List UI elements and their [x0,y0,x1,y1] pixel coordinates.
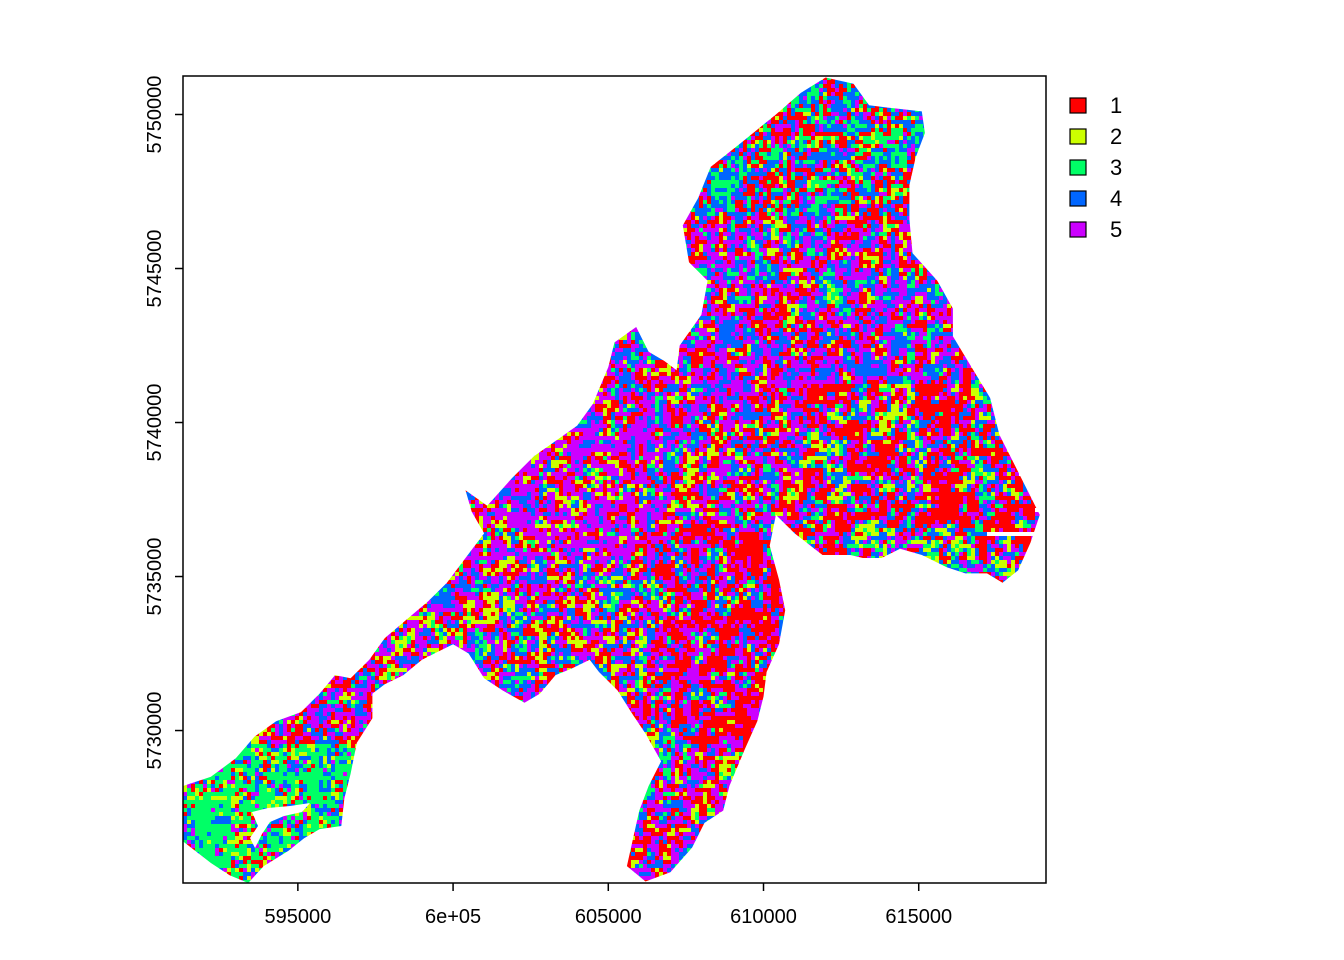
x-tick-label: 6e+05 [425,906,481,928]
y-tick-label: 5745000 [144,230,166,308]
x-tick-label: 595000 [264,906,331,928]
legend-swatch [1069,128,1087,145]
lake-nodata-area [250,803,310,848]
legend-label: 5 [1110,217,1122,242]
y-tick-label: 5735000 [144,538,166,616]
legend-swatch [1069,159,1087,176]
legend-swatch [1069,97,1087,114]
legend-swatch [1069,190,1087,207]
legend-label: 1 [1110,93,1122,118]
x-tick-label: 615000 [885,906,952,928]
legend-swatch [1069,221,1087,238]
legend-label: 3 [1110,155,1122,180]
y-tick-label: 5750000 [144,76,166,154]
legend-label: 2 [1110,124,1122,149]
legend: 1 2 3 4 5 [1069,93,1122,242]
y-axis: 5730000 5735000 5740000 5745000 5750000 [144,76,183,770]
x-axis: 595000 6e+05 605000 610000 615000 [264,883,952,928]
x-tick-label: 610000 [730,906,797,928]
y-tick-label: 5740000 [144,384,166,462]
plot-frame [182,75,1047,884]
classification-raster [183,77,1040,883]
legend-label: 4 [1110,186,1122,211]
x-tick-label: 605000 [575,906,642,928]
y-tick-label: 5730000 [144,692,166,770]
